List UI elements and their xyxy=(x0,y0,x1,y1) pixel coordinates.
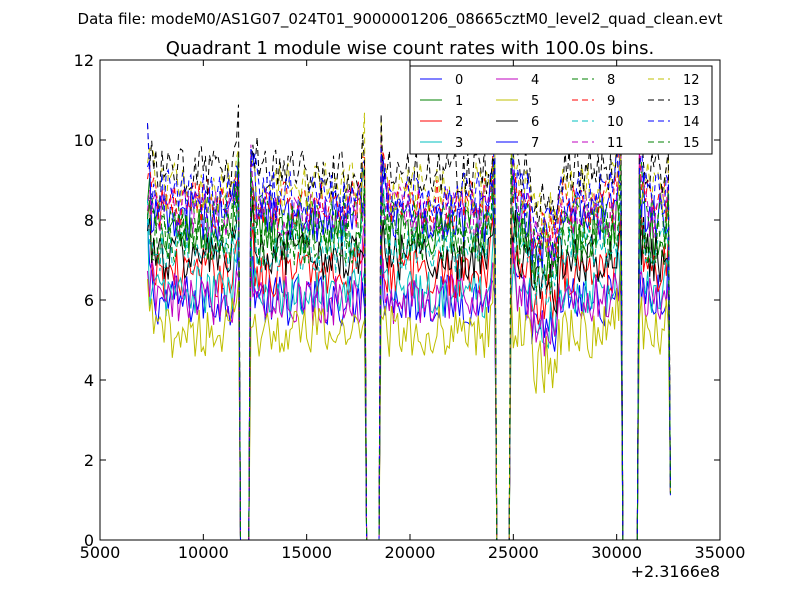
legend-label-2: 2 xyxy=(455,115,463,130)
legend-label-5: 5 xyxy=(531,94,539,109)
chart-suptitle: Data file: modeM0/AS1G07_024T01_90000012… xyxy=(78,10,723,29)
x-tick-label: 30000 xyxy=(591,543,642,562)
plot-lines xyxy=(147,82,671,540)
legend-label-6: 6 xyxy=(531,115,539,130)
y-tick-label: 0 xyxy=(84,531,94,550)
legend-label-12: 12 xyxy=(683,73,700,88)
axes: 5000 10000 15000 20000 25000 30000 35000 0 2 4 6 8 1… xyxy=(74,51,746,562)
series-line-13 xyxy=(147,82,671,540)
series-line-8 xyxy=(147,144,671,540)
legend-label-0: 0 xyxy=(455,73,463,88)
y-tick-label: 12 xyxy=(74,51,94,70)
series-line-5 xyxy=(147,239,671,540)
legend-label-7: 7 xyxy=(531,136,539,151)
legend-label-4: 4 xyxy=(531,73,539,88)
x-offset-label: +2.3166e8 xyxy=(631,562,720,581)
x-tick-label: 35000 xyxy=(695,543,746,562)
legend-label-1: 1 xyxy=(455,94,463,109)
x-tick-label: 20000 xyxy=(385,543,436,562)
x-tick-label: 15000 xyxy=(281,543,332,562)
chart-title: Quadrant 1 module wise count rates with … xyxy=(166,38,655,59)
series-line-15 xyxy=(147,162,671,540)
legend-label-15: 15 xyxy=(683,136,700,151)
y-tick-label: 8 xyxy=(84,211,94,230)
legend-label-8: 8 xyxy=(607,73,615,88)
legend-label-11: 11 xyxy=(607,136,624,151)
legend-label-13: 13 xyxy=(683,94,700,109)
y-tick-label: 4 xyxy=(84,371,94,390)
x-tick-label: 5000 xyxy=(80,543,121,562)
y-tick-label: 2 xyxy=(84,451,94,470)
series-line-14 xyxy=(147,122,671,540)
legend-label-14: 14 xyxy=(683,115,700,130)
series-line-4 xyxy=(147,221,671,540)
legend-label-10: 10 xyxy=(607,115,624,130)
legend-box xyxy=(409,65,713,155)
series-line-12 xyxy=(147,112,671,540)
legend-label-3: 3 xyxy=(455,136,463,151)
x-tick-label: 10000 xyxy=(178,543,229,562)
y-tick-label: 6 xyxy=(84,291,94,310)
legend-label-9: 9 xyxy=(607,94,615,109)
series-line-3 xyxy=(147,208,671,540)
x-tick-label: 25000 xyxy=(488,543,539,562)
y-tick-label: 10 xyxy=(74,131,94,150)
series-line-2 xyxy=(147,200,671,540)
